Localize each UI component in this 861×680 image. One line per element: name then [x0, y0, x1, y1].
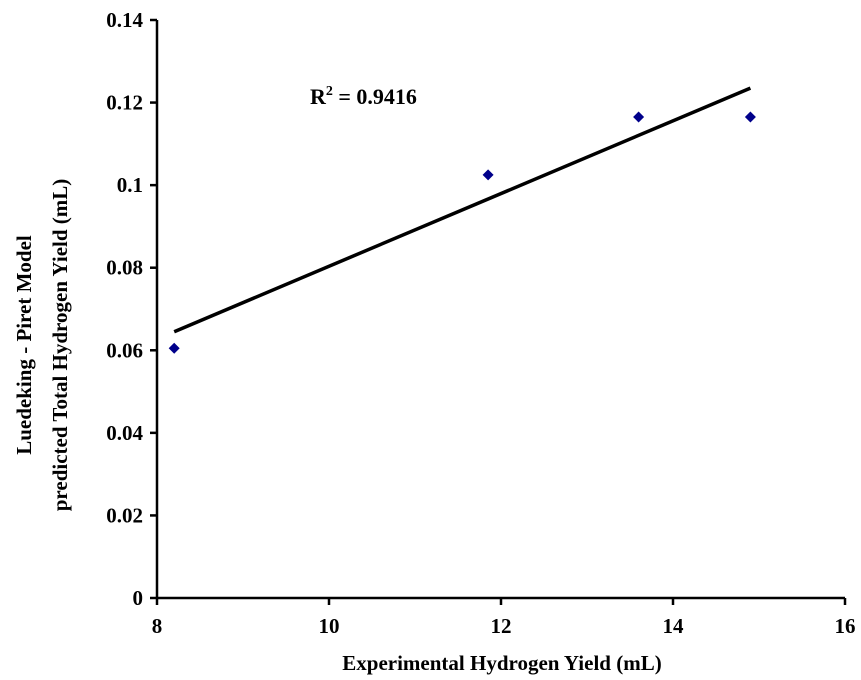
y-axis-ticks: 0 0.02 0.04 0.06 0.08 0.1 0.12 0.14	[106, 8, 157, 610]
y-tick-label: 0.06	[106, 338, 143, 362]
data-point	[168, 342, 180, 354]
data-point	[633, 111, 645, 123]
y-tick-label: 0.1	[117, 173, 143, 197]
trendline	[173, 86, 752, 334]
y-tick-label: 0.12	[106, 91, 143, 115]
trendline-group	[173, 86, 752, 334]
data-points	[168, 111, 756, 354]
x-tick-label: 12	[491, 614, 512, 638]
r-squared-annotation: R2 = 0.9416	[310, 84, 417, 109]
y-tick-label: 0.14	[106, 8, 143, 32]
axes	[155, 20, 845, 600]
y-axis-title-line2: predicted Total Hydrogen Yield (mL)	[48, 179, 72, 512]
y-tick-label: 0.04	[106, 421, 143, 445]
x-tick-label: 16	[835, 614, 856, 638]
x-axis-ticks: 8 10 12 14 16	[152, 598, 856, 638]
x-axis-title: Experimental Hydrogen Yield (mL)	[342, 651, 661, 675]
x-tick-label: 14	[663, 614, 685, 638]
y-tick-label: 0	[133, 586, 144, 610]
data-point	[744, 111, 756, 123]
y-tick-label: 0.02	[106, 503, 143, 527]
y-axis-title-line1: Luedeking - Piret Model	[12, 235, 36, 455]
y-tick-label: 0.08	[106, 256, 143, 280]
y-axis-title: Luedeking - Piret Model predicted Total …	[12, 179, 72, 512]
x-tick-label: 10	[319, 614, 340, 638]
x-tick-label: 8	[152, 614, 163, 638]
data-point	[482, 169, 494, 181]
